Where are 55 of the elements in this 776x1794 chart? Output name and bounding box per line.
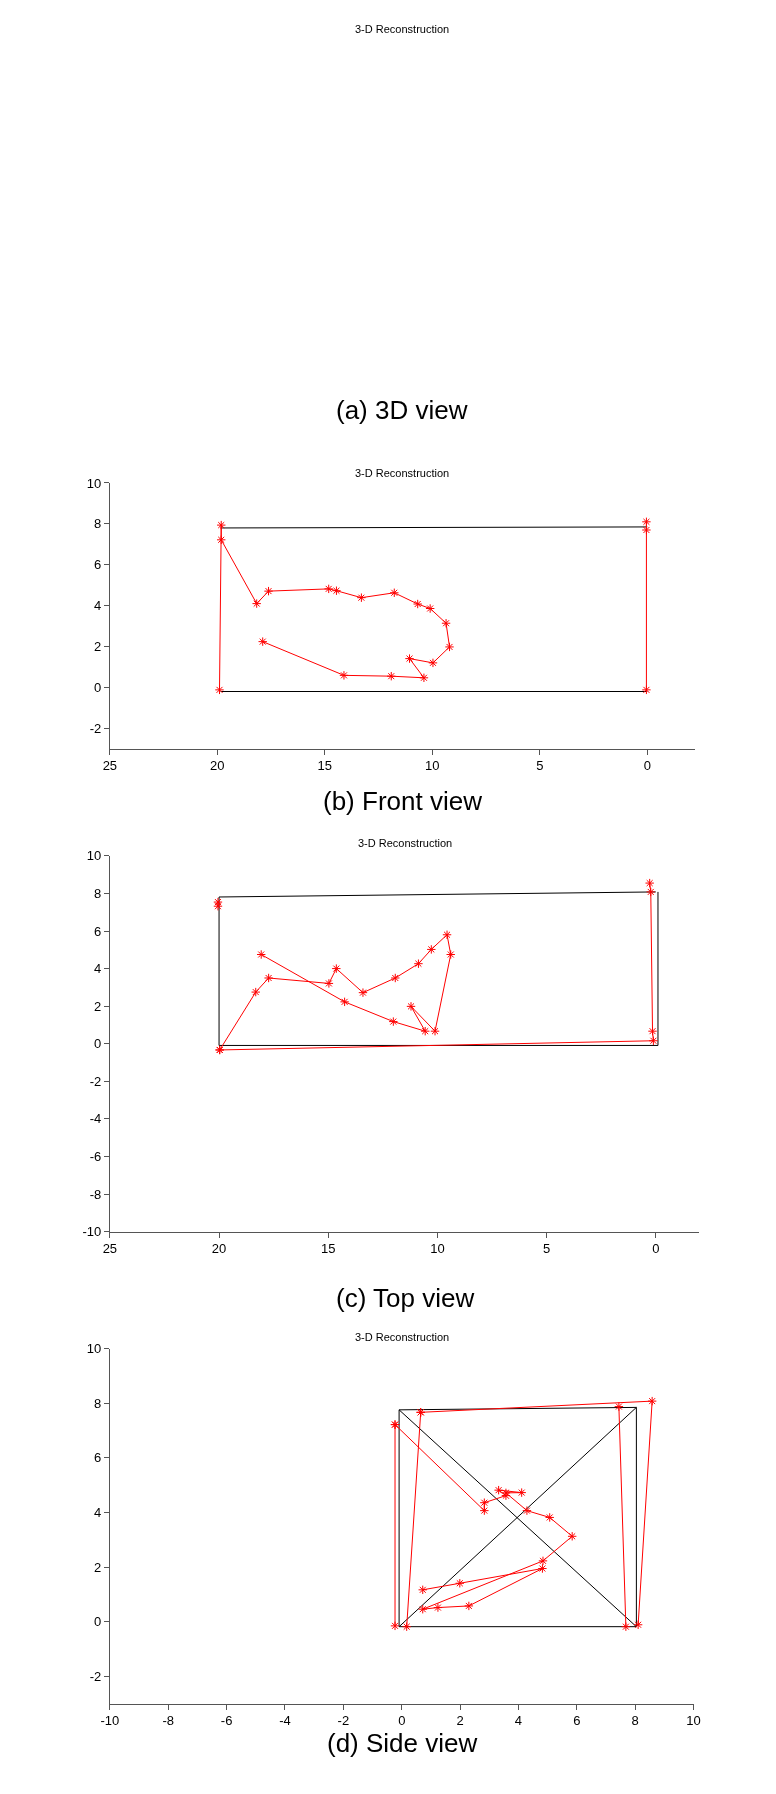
text: (b) Front view — [323, 786, 483, 816]
y-tick-label: 10 — [86, 475, 102, 491]
x-tick-label: 20 — [210, 758, 225, 774]
y-tick-label: 0 — [94, 1614, 102, 1630]
y-tick-label: -6 — [89, 1149, 102, 1165]
y-tick-label: 6 — [94, 923, 102, 939]
chart-title: 3-D Reconstruction — [355, 467, 450, 479]
x-tick-label: -4 — [279, 1713, 291, 1729]
x-tick-label: 4 — [514, 1713, 523, 1729]
y-tick-label: 10 — [86, 1341, 102, 1357]
y-tick-label: 0 — [94, 679, 102, 695]
y-tick-label: -8 — [89, 1186, 102, 1202]
x-tick-label: 10 — [686, 1713, 701, 1729]
y-tick-label: 2 — [94, 1559, 102, 1575]
x-tick-label: 20 — [211, 1241, 227, 1257]
y-tick-label: 4 — [94, 1505, 102, 1521]
y-tick-label: 4 — [94, 598, 102, 614]
x-tick-label: 0 — [643, 758, 651, 774]
y-tick-label: -2 — [89, 1073, 102, 1089]
x-tick-label: 6 — [573, 1713, 581, 1729]
x-tick-label: 10 — [430, 1241, 445, 1257]
x-tick-label: 25 — [102, 1241, 118, 1257]
x-tick-label: 10 — [425, 758, 440, 774]
x-tick-label: 2 — [456, 1713, 464, 1729]
y-tick-label: -10 — [82, 1224, 102, 1240]
text: 3-D Reconstruction — [355, 23, 450, 35]
y-tick-label: 10 — [86, 848, 102, 864]
x-tick-label: 5 — [536, 758, 544, 774]
y-tick-label: 6 — [94, 1450, 102, 1466]
y-tick-label: 8 — [94, 1395, 102, 1411]
y-tick-label: 4 — [94, 961, 102, 977]
y-tick-label: 8 — [94, 516, 102, 532]
y-tick-label: 8 — [94, 885, 102, 901]
y-tick-label: 2 — [94, 639, 102, 655]
chart-title: 3-D Reconstruction — [355, 1331, 450, 1343]
x-tick-label: -2 — [337, 1713, 350, 1729]
x-tick-label: 15 — [317, 758, 333, 774]
text: (c) Top view — [336, 1283, 475, 1313]
text: (a) 3D view — [336, 395, 468, 425]
x-tick-label: 15 — [321, 1241, 336, 1257]
x-tick-label: 8 — [631, 1713, 639, 1729]
text: (d) Side view — [327, 1728, 478, 1758]
y-tick-label: 0 — [94, 1036, 102, 1052]
y-tick-label: 2 — [94, 998, 102, 1014]
x-tick-label: -8 — [162, 1713, 175, 1729]
x-tick-label: -6 — [220, 1713, 233, 1729]
y-tick-label: -2 — [89, 720, 102, 736]
y-tick-label: -4 — [89, 1111, 102, 1127]
x-tick-label: 0 — [652, 1241, 660, 1257]
x-tick-label: 0 — [398, 1713, 406, 1729]
y-tick-label: -2 — [89, 1668, 102, 1684]
x-tick-label: 25 — [102, 758, 118, 774]
y-tick-label: 6 — [94, 557, 102, 573]
x-tick-label: 5 — [542, 1241, 551, 1257]
chart-title: 3-D Reconstruction — [358, 837, 453, 849]
